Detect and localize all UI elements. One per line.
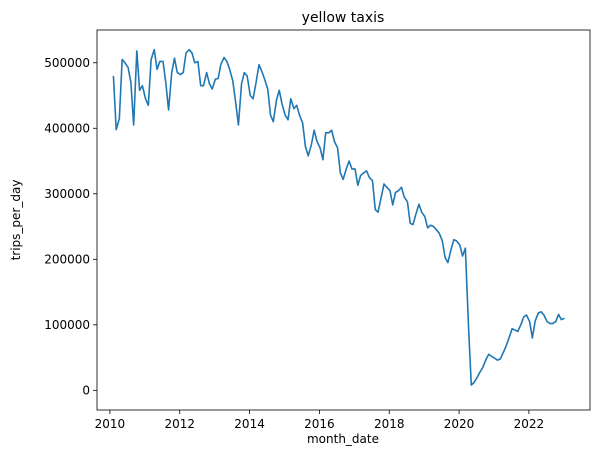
x-tick-label: 2020 — [444, 417, 475, 431]
x-tick-label: 2018 — [374, 417, 405, 431]
x-tick-label: 2016 — [304, 417, 335, 431]
y-tick-label: 200000 — [44, 252, 90, 266]
x-tick-label: 2014 — [234, 417, 265, 431]
y-tick-label: 100000 — [44, 318, 90, 332]
y-tick-label: 500000 — [44, 56, 90, 70]
axes-frame — [96, 29, 591, 411]
chart-title: yellow taxis — [302, 10, 385, 26]
x-tick-label: 2010 — [95, 417, 126, 431]
y-tick-label: 400000 — [44, 121, 90, 135]
y-tick-label: 300000 — [44, 187, 90, 201]
y-axis-label: trips_per_day — [9, 180, 23, 261]
data-line — [112, 48, 565, 386]
y-tick-label: 0 — [82, 383, 90, 397]
x-tick-label: 2012 — [164, 417, 195, 431]
x-axis-label: month_date — [307, 432, 379, 446]
x-tick-label: 2022 — [514, 417, 545, 431]
